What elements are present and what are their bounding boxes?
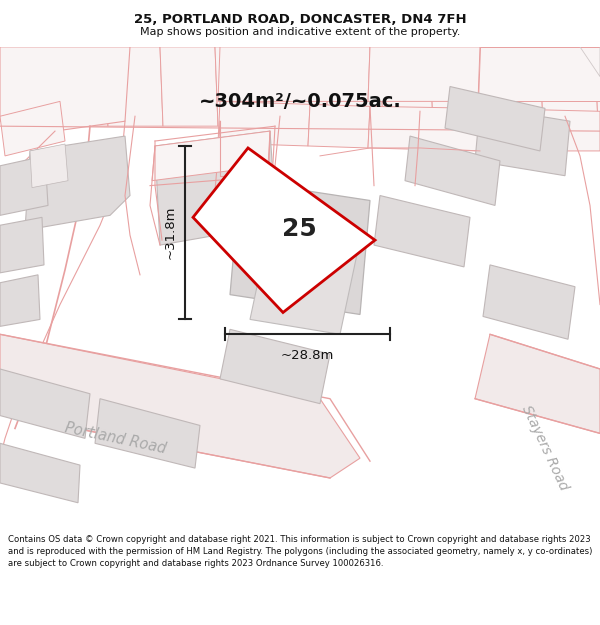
Polygon shape [0,369,90,438]
Polygon shape [218,101,310,146]
Polygon shape [0,47,130,131]
Polygon shape [105,47,163,126]
Polygon shape [152,131,270,181]
Polygon shape [478,47,600,101]
Polygon shape [52,47,108,126]
Polygon shape [160,47,218,126]
Polygon shape [540,47,598,126]
Polygon shape [218,47,370,101]
Polygon shape [0,443,80,503]
Text: ~28.8m: ~28.8m [281,349,334,362]
Polygon shape [485,47,543,126]
Polygon shape [430,47,488,126]
Text: Portland Road: Portland Road [63,420,167,456]
Polygon shape [230,181,370,314]
Polygon shape [478,108,600,151]
Text: Map shows position and indicative extent of the property.: Map shows position and indicative extent… [140,26,460,36]
Polygon shape [405,136,500,206]
Polygon shape [445,86,545,151]
Polygon shape [270,47,328,126]
Polygon shape [30,144,68,188]
Polygon shape [368,47,480,101]
Polygon shape [0,156,48,216]
Polygon shape [374,196,470,267]
Text: Stayers Road: Stayers Road [519,404,571,493]
Text: ~304m²/~0.075ac.: ~304m²/~0.075ac. [199,92,401,111]
Polygon shape [483,265,575,339]
Text: 25: 25 [283,217,317,241]
Text: ~31.8m: ~31.8m [164,206,177,259]
Polygon shape [193,148,375,312]
Polygon shape [475,106,570,176]
Text: Contains OS data © Crown copyright and database right 2021. This information is : Contains OS data © Crown copyright and d… [8,535,592,568]
Polygon shape [215,47,273,126]
Polygon shape [308,104,370,148]
Polygon shape [0,334,360,478]
Polygon shape [95,399,200,468]
Polygon shape [220,329,330,404]
Polygon shape [368,106,480,151]
Polygon shape [0,217,44,273]
Polygon shape [0,275,40,326]
Polygon shape [0,101,65,156]
Polygon shape [0,47,55,126]
Polygon shape [25,136,130,230]
Polygon shape [595,47,600,126]
Polygon shape [380,47,433,126]
Polygon shape [325,47,383,126]
Polygon shape [155,131,275,245]
Text: 25, PORTLAND ROAD, DONCASTER, DN4 7FH: 25, PORTLAND ROAD, DONCASTER, DN4 7FH [134,13,466,26]
Polygon shape [250,225,360,334]
Polygon shape [475,334,600,433]
